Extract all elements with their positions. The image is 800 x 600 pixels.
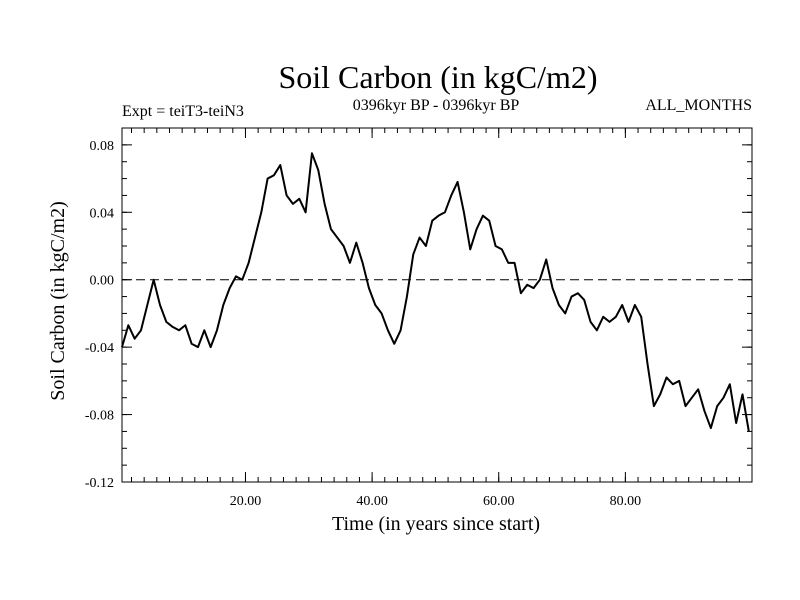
y-tick-label: 0.00 — [90, 274, 115, 289]
experiment-label: Expt = teiT3-teiN3 — [122, 103, 244, 120]
y-tick-label: -0.04 — [85, 341, 114, 356]
x-axis-label: Time (in years since start) — [332, 513, 540, 535]
chart-title: Soil Carbon (in kgC/m2) — [278, 59, 597, 95]
x-tick-label: 20.00 — [230, 494, 262, 509]
x-tick-label: 60.00 — [483, 494, 515, 509]
plot-frame — [121, 127, 753, 483]
y-axis-label: Soil Carbon (in kgC/m2) — [47, 201, 69, 400]
series-line-0 — [121, 152, 750, 432]
x-tick-label: 80.00 — [610, 494, 642, 509]
time-range-label: 0396kyr BP - 0396kyr BP — [353, 97, 520, 114]
y-tick-label: 0.08 — [90, 139, 115, 154]
y-tick-label: -0.12 — [85, 476, 114, 491]
y-tick-label: -0.08 — [85, 409, 114, 424]
x-tick-label: 40.00 — [356, 494, 388, 509]
plot-area: 20.00 40.00 60.00 80.00 -0.12 -0.08 -0.04 0.00 0… — [85, 127, 753, 509]
y-tick-label: 0.04 — [90, 206, 115, 221]
months-label: ALL_MONTHS — [645, 97, 752, 114]
